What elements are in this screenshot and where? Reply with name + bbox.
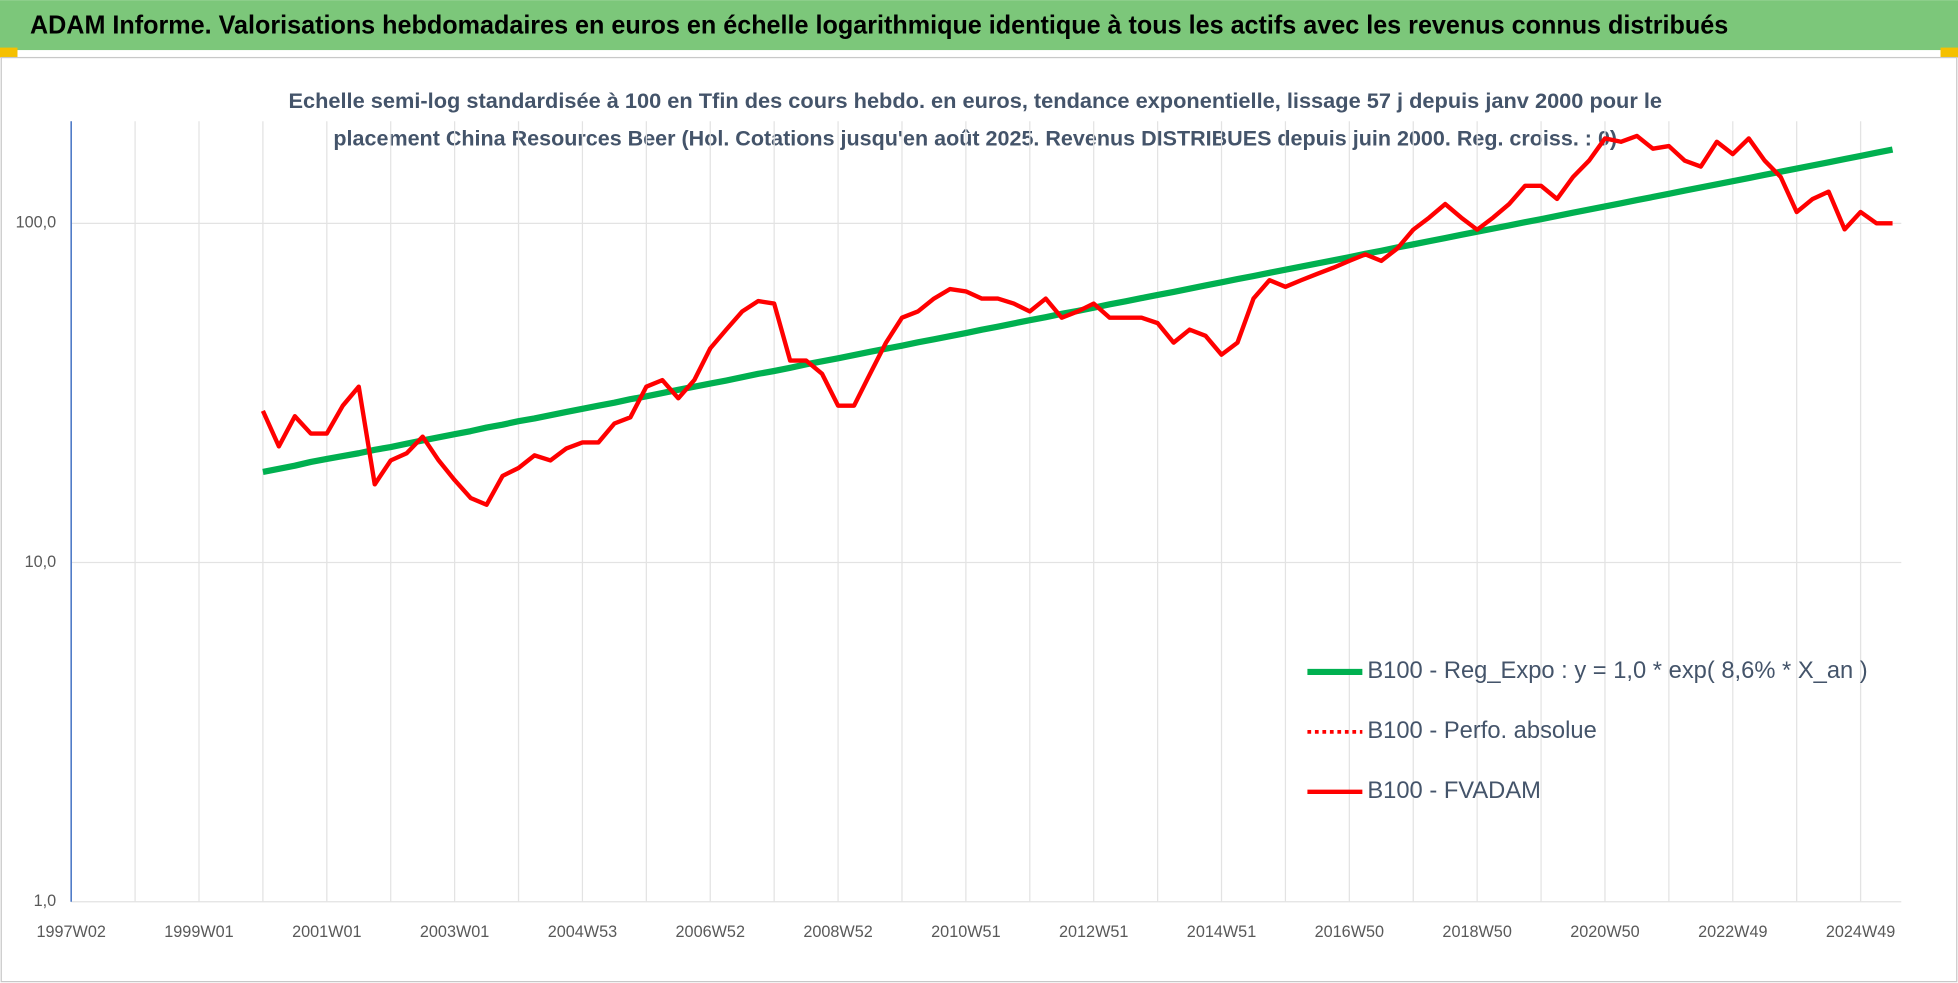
chart-subtitle: Echelle semi-log standardisée à 100 en T… — [288, 90, 1662, 113]
x-tick-label: 2010W51 — [931, 923, 1000, 941]
corner-mark — [1940, 47, 1958, 58]
legend-label: B100 - Reg_Expo : y = 1,0 * exp( 8,6% * … — [1367, 658, 1867, 684]
x-tick-label: 2022W49 — [1698, 923, 1767, 941]
chart-subtitle: placement China Resources Beer (Hol. Cot… — [333, 128, 1617, 151]
x-tick-label: 2006W52 — [676, 923, 745, 941]
y-tick-label: 100,0 — [16, 214, 57, 232]
x-tick-label: 2024W49 — [1826, 923, 1895, 941]
x-tick-label: 1997W02 — [36, 923, 105, 941]
legend-label: B100 - FVADAM — [1367, 778, 1541, 804]
legend: B100 - Reg_Expo : y = 1,0 * exp( 8,6% * … — [1307, 658, 1868, 804]
y-tick-label: 10,0 — [25, 553, 57, 571]
x-tick-label: 2008W52 — [803, 923, 872, 941]
x-tick-label: 2004W53 — [548, 923, 617, 941]
x-tick-label: 2003W01 — [420, 923, 489, 941]
x-tick-label: 2020W50 — [1570, 923, 1639, 941]
x-tick-label: 2001W01 — [292, 923, 361, 941]
header-band — [0, 0, 1958, 51]
line-series — [260, 133, 1893, 507]
x-tick-label: 1999W01 — [164, 923, 233, 941]
plot — [260, 133, 1894, 507]
grid — [70, 121, 1902, 903]
corner-mark — [0, 47, 18, 58]
x-tick-label: 2014W51 — [1187, 923, 1256, 941]
legend-label: B100 - Perfo. absolue — [1367, 718, 1596, 744]
x-tick-label: 2012W51 — [1059, 923, 1128, 941]
x-tick-label: 2018W50 — [1442, 923, 1511, 941]
y-tick-label: 1,0 — [34, 892, 57, 910]
x-tick-label: 2016W50 — [1315, 923, 1384, 941]
chart-title: ADAM Informe. Valorisations hebdomadaire… — [30, 9, 1728, 39]
